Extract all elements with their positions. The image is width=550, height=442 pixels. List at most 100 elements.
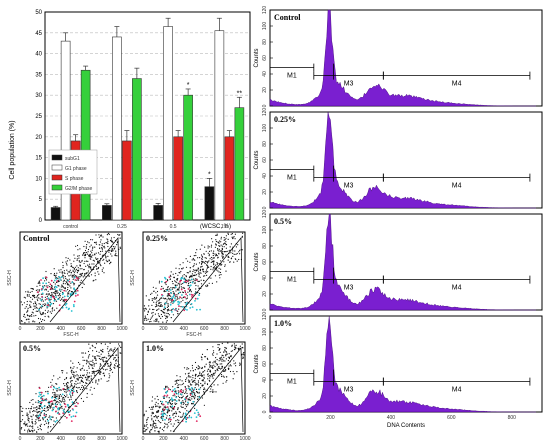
scatter-point bbox=[152, 424, 154, 426]
scatter-point bbox=[189, 276, 192, 278]
scatter-point bbox=[215, 253, 217, 255]
scatter-point bbox=[210, 261, 212, 263]
scatter-point bbox=[28, 295, 30, 297]
scatter-point bbox=[29, 425, 31, 427]
scatter-point bbox=[195, 288, 197, 290]
scatter-point-highlight bbox=[38, 395, 40, 398]
scatter-point bbox=[211, 386, 213, 388]
bar-x-tick-label: 0.25 bbox=[117, 224, 127, 230]
scatter-point bbox=[178, 421, 180, 424]
scatter-point bbox=[221, 375, 223, 378]
scatter-point bbox=[26, 294, 28, 296]
scatter-point bbox=[203, 404, 205, 406]
scatter-point bbox=[65, 290, 67, 292]
scatter-point bbox=[109, 364, 112, 366]
histogram-y-tick-label: 120 bbox=[262, 6, 268, 15]
scatter-point bbox=[67, 289, 69, 291]
scatter-point bbox=[53, 385, 55, 387]
legend-label: G1 phase bbox=[65, 166, 87, 172]
scatter-point bbox=[156, 405, 158, 407]
scatter-frame bbox=[142, 231, 246, 325]
scatter-point-highlight bbox=[40, 396, 42, 399]
scatter-point bbox=[145, 295, 147, 297]
scatter-point bbox=[174, 395, 176, 397]
scatter-point-highlight bbox=[40, 299, 43, 301]
scatter-point bbox=[52, 288, 54, 290]
scatter-point-highlight bbox=[193, 388, 196, 391]
scatter-point bbox=[228, 250, 230, 252]
scatter-point bbox=[186, 404, 188, 406]
scatter-point bbox=[220, 356, 223, 358]
scatter-point bbox=[59, 296, 61, 298]
scatter-point bbox=[20, 406, 22, 408]
scatter-point bbox=[212, 362, 214, 364]
scatter-x-label: FSC-H bbox=[186, 332, 202, 338]
scatter-point bbox=[82, 381, 84, 383]
scatter-point bbox=[73, 388, 75, 390]
scatter-point-highlight bbox=[41, 410, 43, 412]
scatter-panel-title: 0.5% bbox=[23, 344, 41, 353]
scatter-point bbox=[85, 265, 87, 267]
scatter-point-highlight bbox=[194, 297, 197, 300]
scatter-point bbox=[53, 394, 55, 396]
scatter-point bbox=[51, 286, 53, 288]
bar-x-tick-label: 0.5 bbox=[170, 224, 177, 230]
scatter-point bbox=[177, 385, 179, 387]
scatter-point bbox=[39, 282, 41, 284]
scatter-point bbox=[84, 376, 86, 378]
scatter-point bbox=[65, 280, 67, 283]
scatter-point bbox=[194, 387, 196, 389]
scatter-point bbox=[67, 284, 69, 286]
scatter-point bbox=[174, 280, 176, 282]
scatter-point bbox=[203, 377, 205, 379]
scatter-point bbox=[178, 400, 180, 402]
scatter-point bbox=[84, 257, 86, 259]
scatter-point bbox=[196, 398, 199, 401]
scatter-point-highlight bbox=[183, 309, 186, 312]
significance-marker: * bbox=[187, 82, 190, 89]
scatter-point-highlight bbox=[70, 388, 73, 391]
scatter-point-highlight bbox=[50, 302, 53, 305]
scatter-point-highlight bbox=[171, 405, 174, 408]
scatter-point bbox=[215, 240, 217, 243]
scatter-point bbox=[231, 233, 233, 235]
scatter-point bbox=[93, 363, 95, 365]
scatter-point bbox=[31, 290, 33, 293]
scatter-point bbox=[53, 288, 55, 290]
scatter-point bbox=[217, 367, 219, 369]
scatter-point bbox=[197, 285, 199, 287]
scatter-point bbox=[81, 286, 83, 289]
scatter-point bbox=[79, 363, 81, 365]
scatter-point bbox=[68, 291, 70, 293]
scatter-point bbox=[39, 413, 41, 415]
scatter-point bbox=[88, 265, 90, 267]
scatter-point bbox=[144, 317, 146, 320]
scatter-point-highlight bbox=[169, 303, 172, 306]
scatter-point bbox=[162, 409, 164, 411]
scatter-point bbox=[25, 425, 27, 427]
scatter-point bbox=[35, 409, 38, 411]
scatter-point bbox=[54, 277, 57, 279]
scatter-point bbox=[51, 308, 54, 310]
scatter-point bbox=[200, 279, 202, 281]
scatter-point bbox=[76, 258, 78, 260]
scatter-point bbox=[56, 390, 59, 392]
scatter-point bbox=[210, 244, 213, 246]
scatter-point bbox=[85, 272, 87, 274]
scatter-point bbox=[173, 292, 175, 294]
scatter-point bbox=[93, 241, 96, 244]
scatter-point bbox=[156, 318, 158, 320]
scatter-point-highlight bbox=[45, 399, 47, 402]
scatter-point bbox=[93, 356, 95, 358]
scatter-point bbox=[145, 410, 147, 412]
scatter-point-highlight bbox=[192, 294, 194, 296]
scatter-point-highlight bbox=[62, 409, 65, 412]
scatter-point bbox=[231, 344, 233, 346]
scatter-point bbox=[188, 372, 190, 374]
scatter-point bbox=[189, 290, 191, 292]
scatter-point bbox=[206, 349, 208, 351]
scatter-point bbox=[87, 264, 89, 266]
scatter-point bbox=[187, 379, 190, 381]
scatter-point bbox=[204, 257, 206, 259]
scatter-point bbox=[52, 307, 54, 309]
